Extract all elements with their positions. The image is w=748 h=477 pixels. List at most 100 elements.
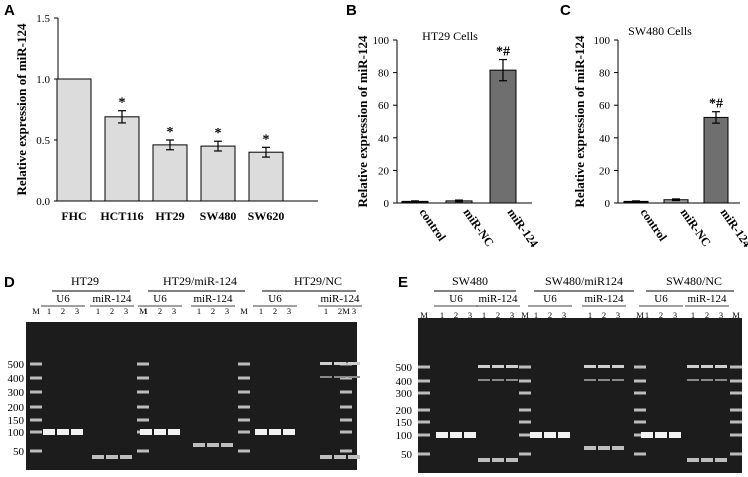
gel-subgroup-label: U6 [153, 293, 167, 305]
u6-band [669, 432, 681, 438]
bar-chart-a: 0.0 0.5 1.0 1.5 Relative expression of miR-1… [14, 13, 318, 223]
panel-label-a: A [4, 2, 15, 19]
gel-subgroup-label: U6 [543, 293, 557, 305]
gel-group-title: SW480 [452, 274, 488, 288]
ladder-band [30, 390, 42, 394]
gel-subgroup-label: U6 [449, 293, 463, 305]
u6-band [57, 429, 69, 435]
lane-number: 3 [124, 306, 128, 316]
bar [200, 145, 236, 202]
x-category-label: miR-124 [718, 206, 748, 250]
size-marker-label: 400 [8, 373, 25, 385]
lane-number: 3 [287, 306, 291, 316]
u6-band [255, 429, 267, 435]
lane-number: 1 [588, 310, 592, 320]
u6-band [544, 432, 556, 438]
high-band [715, 365, 727, 368]
x-category-label: miR-NC [678, 206, 714, 250]
u6-band [71, 429, 83, 435]
chart-title: SW480 Cells [628, 24, 692, 38]
ladder-band [730, 365, 742, 369]
y-tick-label: 1.0 [36, 74, 50, 86]
lane-number: 1 [645, 310, 649, 320]
ladder-band [730, 452, 742, 456]
ladder-band [634, 379, 646, 383]
high-band [612, 365, 624, 368]
y-tick-label: 100 [594, 35, 611, 47]
high-band [584, 365, 596, 368]
size-marker-label: 200 [396, 405, 413, 417]
gel-subgroup-label: miR-124 [320, 293, 360, 305]
ladder-band [634, 408, 646, 412]
ladder-band [418, 452, 430, 456]
ladder-band [340, 390, 352, 394]
lane-number: 1 [691, 310, 695, 320]
gel-subgroup-label: miR-124 [687, 293, 727, 305]
x-category-label: HT29 [155, 209, 184, 223]
y-tick-label: 40 [378, 133, 390, 145]
y-tick-label: 100 [373, 35, 390, 47]
significance-marker: *# [709, 97, 723, 112]
size-marker-label: 500 [396, 362, 413, 374]
high-band [687, 365, 699, 368]
gel-subgroup-label: miR-124 [92, 293, 132, 305]
lane-number: 2 [705, 310, 709, 320]
gel-background [418, 318, 742, 473]
ladder-band [238, 430, 250, 434]
ladder-band [30, 449, 42, 453]
lane-number: 1 [440, 310, 444, 320]
mir-band [320, 455, 332, 459]
significance-marker: * [263, 132, 270, 147]
marker-lane-label: M [342, 306, 350, 316]
high-band [492, 379, 504, 381]
u6-band [140, 429, 152, 435]
bar [248, 151, 284, 202]
size-marker-label: 500 [8, 359, 25, 371]
mir-band [701, 458, 713, 462]
lane-number: 1 [482, 310, 486, 320]
lane-number: 3 [616, 310, 620, 320]
high-band [701, 379, 713, 381]
u6-band [464, 432, 476, 438]
ladder-band [137, 376, 149, 380]
u6-band [641, 432, 653, 438]
u6-band [655, 432, 667, 438]
ladder-band [418, 379, 430, 383]
marker-lane-label: M [420, 310, 428, 320]
y-tick-label: 40 [599, 133, 611, 145]
ladder-band [418, 365, 430, 369]
ladder-band [238, 376, 250, 380]
x-category-label: miR-124 [505, 206, 542, 250]
high-band [612, 379, 624, 381]
high-band [348, 376, 360, 378]
lane-number: 2 [338, 306, 342, 316]
ladder-band [519, 452, 531, 456]
ladder-band [418, 433, 430, 437]
ladder-band [137, 362, 149, 366]
panel-label-c: C [560, 2, 571, 19]
marker-lane-label: M [32, 306, 40, 316]
ladder-band [340, 449, 352, 453]
lane-number: 3 [225, 306, 229, 316]
ladder-band [418, 408, 430, 412]
high-band [506, 379, 518, 381]
mir-band [506, 458, 518, 462]
ladder-band [340, 430, 352, 434]
ladder-band [418, 391, 430, 395]
ladder-band [634, 420, 646, 424]
panel-label-e: E [398, 274, 408, 291]
ladder-band [238, 362, 250, 366]
u6-band [283, 429, 295, 435]
y-tick-label: 20 [599, 165, 611, 177]
gel-group-title: SW480/miR124 [545, 274, 623, 288]
ladder-band [30, 418, 42, 422]
y-tick-label: 0.5 [36, 135, 50, 147]
ladder-band [30, 362, 42, 366]
size-marker-label: 300 [396, 388, 413, 400]
significance-marker: *# [496, 45, 510, 60]
lane-number: 2 [548, 310, 552, 320]
chart-title: HT29 Cells [422, 29, 478, 43]
ladder-band [519, 391, 531, 395]
lane-number: 3 [719, 310, 723, 320]
